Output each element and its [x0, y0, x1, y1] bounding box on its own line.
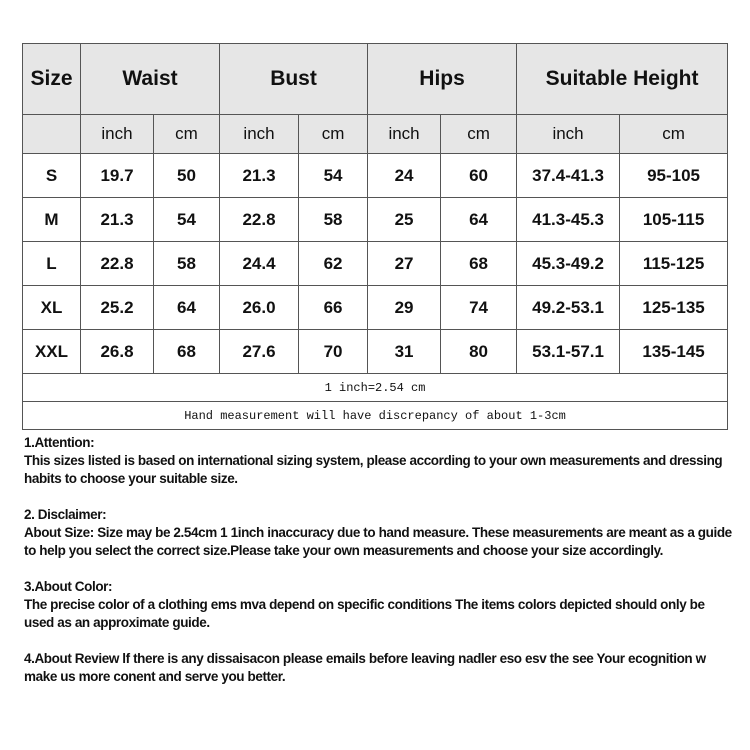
table-row: XXL 26.8 68 27.6 70 31 80 53.1-57.1 135-145 [22, 329, 729, 374]
header-suitable-height: Suitable Height [516, 43, 729, 115]
measurement-cell: 64 [152, 285, 221, 330]
header-size: Size [22, 43, 81, 115]
measurement-cell: 22.8 [80, 241, 154, 286]
unit-empty [22, 114, 81, 154]
notes-section: 1.Attention: This sizes listed is based o… [24, 434, 734, 704]
measurement-cell: 41.3-45.3 [516, 197, 621, 242]
note-review: 4.About Review lf there is any dissaisac… [24, 650, 734, 686]
table-row: XL 25.2 64 26.0 66 29 74 49.2-53.1 125-135 [22, 285, 729, 330]
measurement-cell: 68 [440, 241, 518, 286]
measurement-cell: 19.7 [80, 153, 154, 198]
measurement-cell: 60 [440, 153, 518, 198]
note-attention: 1.Attention: This sizes listed is based o… [24, 434, 734, 488]
header-waist: Waist [79, 43, 221, 115]
note-disclaimer: 2. Disclaimer: About Size: Size may be 2.… [24, 506, 734, 560]
measurement-cell: 50 [152, 153, 221, 198]
measurement-cell: 66 [298, 285, 369, 330]
measurement-cell: 54 [298, 153, 369, 198]
size-label: XL [22, 285, 81, 330]
measurement-cell: 80 [440, 329, 518, 374]
unit-cell: inch [80, 114, 154, 154]
note-color: 3.About Color: The precise color of a clo… [24, 578, 734, 632]
measurement-cell: 29 [367, 285, 442, 330]
measurement-cell: 115-125 [619, 241, 729, 286]
measurement-cell: 58 [298, 197, 369, 242]
size-label: M [22, 197, 81, 242]
note-body: This sizes listed is based on internatio… [24, 453, 723, 486]
measurement-cell: 27.6 [219, 329, 300, 374]
unit-row: inch cm inch cm inch cm inch cm [22, 114, 729, 154]
measurement-cell: 22.8 [219, 197, 300, 242]
header-hips: Hips [367, 43, 518, 115]
note-title: 2. Disclaimer: [24, 507, 107, 522]
measurement-cell: 25 [367, 197, 442, 242]
measurement-cell: 62 [298, 241, 369, 286]
measurement-cell: 53.1-57.1 [516, 329, 621, 374]
discrepancy-note: Hand measurement will have discrepancy o… [21, 401, 729, 430]
note-body: 4.About Review lf there is any dissaisac… [24, 651, 706, 684]
unit-cell: cm [619, 114, 729, 154]
measurement-cell: 135-145 [619, 329, 729, 374]
measurement-cell: 105-115 [619, 197, 729, 242]
measurement-cell: 24 [367, 153, 442, 198]
measurement-cell: 58 [152, 241, 221, 286]
unit-cell: cm [152, 114, 221, 154]
discrepancy-row: Hand measurement will have discrepancy o… [21, 401, 729, 430]
measurement-cell: 37.4-41.3 [516, 153, 621, 198]
measurement-cell: 45.3-49.2 [516, 241, 621, 286]
measurement-cell: 49.2-53.1 [516, 285, 621, 330]
measurement-cell: 24.4 [219, 241, 300, 286]
unit-cell: cm [440, 114, 518, 154]
size-label: L [22, 241, 81, 286]
measurement-cell: 21.3 [219, 153, 300, 198]
note-body: The precise color of a clothing ems mva … [24, 597, 705, 630]
header-bust: Bust [219, 43, 369, 115]
header-row: Size Waist Bust Hips Suitable Height [22, 43, 729, 115]
measurement-cell: 25.2 [80, 285, 154, 330]
measurement-cell: 31 [367, 329, 442, 374]
measurement-cell: 68 [152, 329, 221, 374]
unit-cell: inch [516, 114, 621, 154]
measurement-cell: 95-105 [619, 153, 729, 198]
conversion-note: 1 inch=2.54 cm [21, 373, 729, 402]
size-label: S [22, 153, 81, 198]
measurement-cell: 125-135 [619, 285, 729, 330]
measurement-cell: 21.3 [80, 197, 154, 242]
unit-cell: cm [298, 114, 369, 154]
measurement-cell: 54 [152, 197, 221, 242]
measurement-cell: 70 [298, 329, 369, 374]
size-chart-table: Size Waist Bust Hips Suitable Height inc… [21, 43, 729, 430]
size-label: XXL [22, 329, 81, 374]
measurement-cell: 27 [367, 241, 442, 286]
note-body: About Size: Size may be 2.54cm 1 1inch i… [24, 525, 732, 558]
measurement-cell: 64 [440, 197, 518, 242]
table-row: M 21.3 54 22.8 58 25 64 41.3-45.3 105-115 [22, 197, 729, 242]
unit-cell: inch [219, 114, 300, 154]
measurement-cell: 26.0 [219, 285, 300, 330]
table-row: L 22.8 58 24.4 62 27 68 45.3-49.2 115-125 [22, 241, 729, 286]
table-row: S 19.7 50 21.3 54 24 60 37.4-41.3 95-105 [22, 153, 729, 198]
note-title: 1.Attention: [24, 435, 95, 450]
measurement-cell: 74 [440, 285, 518, 330]
conversion-row: 1 inch=2.54 cm [21, 373, 729, 402]
measurement-cell: 26.8 [80, 329, 154, 374]
note-title: 3.About Color: [24, 579, 113, 594]
unit-cell: inch [367, 114, 442, 154]
